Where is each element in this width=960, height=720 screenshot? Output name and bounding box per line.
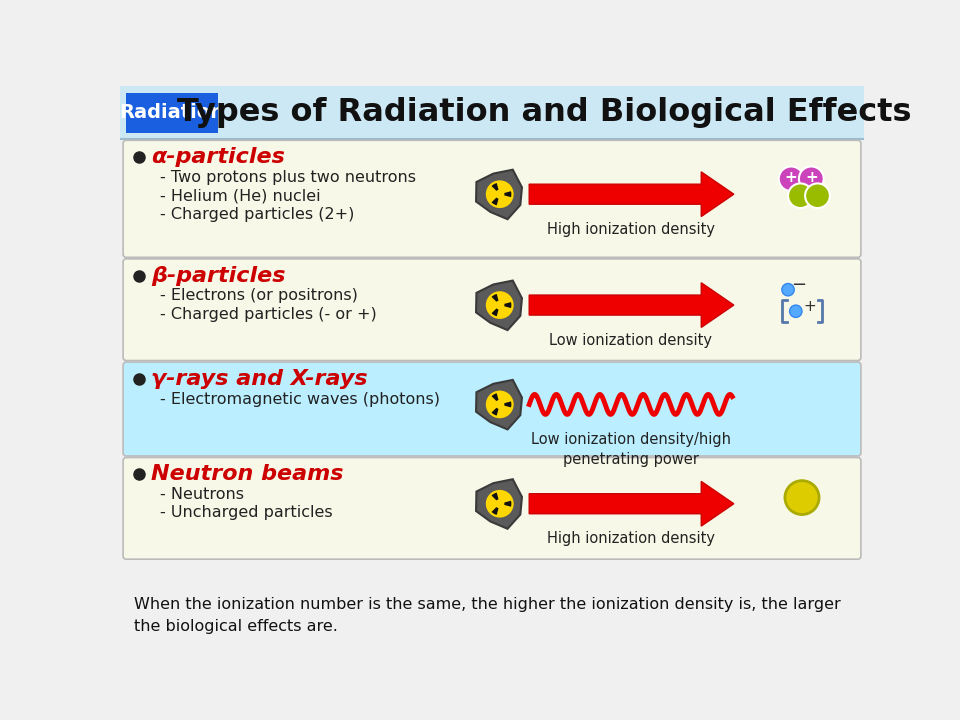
Wedge shape (504, 302, 512, 308)
Circle shape (779, 166, 804, 191)
Text: - Two protons plus two neutrons: - Two protons plus two neutrons (160, 170, 417, 185)
Text: Types of Radiation and Biological Effects: Types of Radiation and Biological Effect… (178, 97, 912, 128)
Circle shape (496, 401, 503, 408)
Circle shape (486, 291, 514, 319)
Circle shape (486, 180, 514, 208)
Text: - Charged particles (- or +): - Charged particles (- or +) (160, 307, 377, 322)
Polygon shape (476, 281, 522, 330)
Text: - Electrons (or positrons): - Electrons (or positrons) (160, 288, 358, 303)
Circle shape (781, 284, 794, 296)
Circle shape (496, 500, 503, 507)
Circle shape (789, 305, 802, 318)
FancyArrow shape (529, 283, 733, 328)
FancyBboxPatch shape (123, 362, 861, 456)
Wedge shape (492, 308, 498, 316)
Text: −: − (791, 276, 806, 294)
Wedge shape (492, 492, 498, 500)
Text: High ionization density: High ionization density (547, 222, 715, 237)
Wedge shape (492, 197, 498, 205)
FancyArrow shape (529, 482, 733, 526)
Polygon shape (476, 480, 522, 528)
Text: γ-rays and X-rays: γ-rays and X-rays (151, 369, 368, 389)
Wedge shape (492, 408, 498, 415)
Circle shape (486, 490, 514, 518)
FancyBboxPatch shape (120, 86, 864, 139)
Text: Low ionization density/high
penetrating power: Low ionization density/high penetrating … (531, 432, 731, 467)
Polygon shape (476, 380, 522, 429)
Wedge shape (492, 183, 498, 191)
Circle shape (799, 166, 824, 191)
Text: Radiation: Radiation (119, 103, 225, 122)
Wedge shape (492, 294, 498, 302)
Text: - Neutrons: - Neutrons (160, 487, 244, 502)
Circle shape (785, 481, 819, 515)
Text: When the ionization number is the same, the higher the ionization density is, th: When the ionization number is the same, … (134, 597, 841, 634)
Circle shape (496, 191, 503, 198)
Text: β-particles: β-particles (151, 266, 285, 286)
FancyBboxPatch shape (123, 457, 861, 559)
Text: High ionization density: High ionization density (547, 531, 715, 546)
FancyBboxPatch shape (126, 93, 218, 132)
Text: - Helium (He) nuclei: - Helium (He) nuclei (160, 188, 321, 203)
Text: +: + (804, 299, 816, 314)
Text: Neutron beams: Neutron beams (151, 464, 344, 485)
Circle shape (486, 390, 514, 418)
Wedge shape (504, 500, 512, 507)
Wedge shape (492, 507, 498, 515)
FancyBboxPatch shape (123, 140, 861, 257)
Text: - Uncharged particles: - Uncharged particles (160, 505, 333, 521)
FancyBboxPatch shape (123, 259, 861, 361)
Wedge shape (492, 393, 498, 401)
Text: Low ionization density: Low ionization density (549, 333, 712, 348)
Text: +: + (804, 170, 818, 185)
Polygon shape (476, 170, 522, 219)
Text: - Electromagnetic waves (photons): - Electromagnetic waves (photons) (160, 392, 441, 407)
Text: - Charged particles (2+): - Charged particles (2+) (160, 207, 354, 222)
Circle shape (496, 302, 503, 309)
Wedge shape (504, 192, 512, 197)
Circle shape (788, 184, 813, 208)
Circle shape (805, 184, 829, 208)
FancyArrow shape (529, 172, 733, 217)
Wedge shape (504, 402, 512, 408)
Text: +: + (784, 170, 798, 185)
Text: α-particles: α-particles (151, 148, 285, 167)
